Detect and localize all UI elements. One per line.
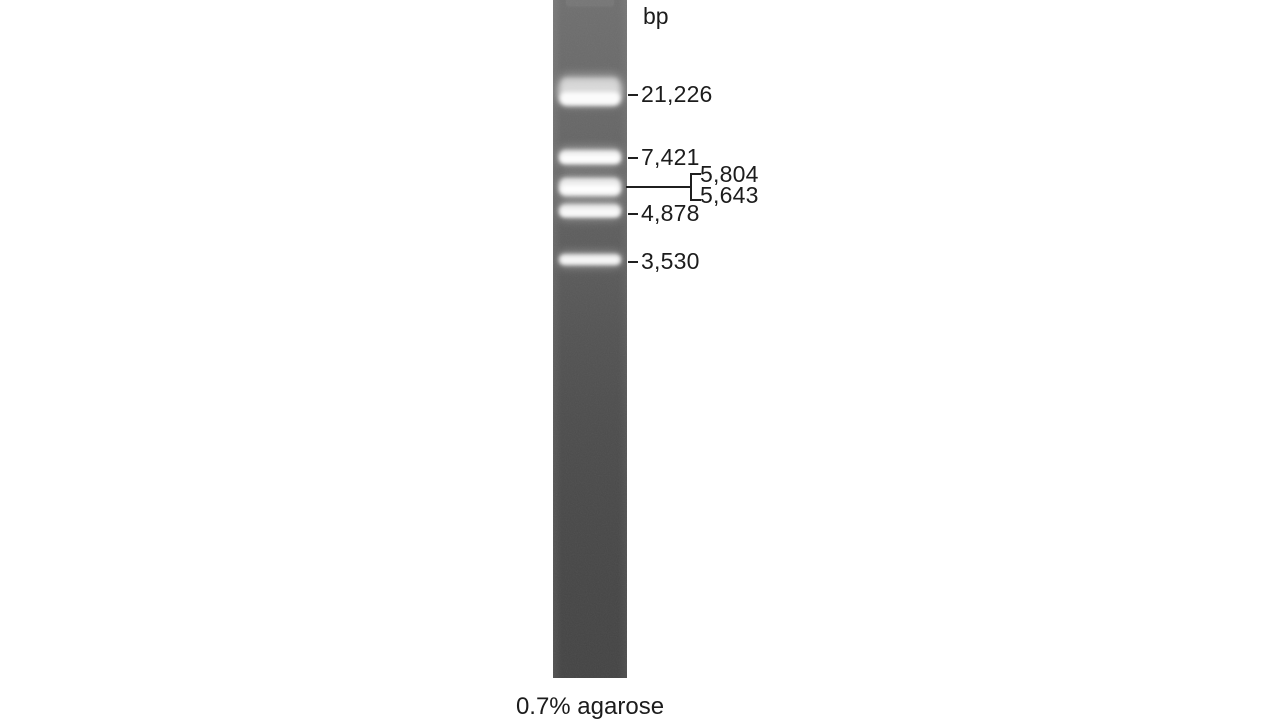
bracket-arm-lower [690,199,701,201]
tick-4878 [628,213,638,215]
ladder-label-5643: 5,643 [700,182,759,208]
gel-well [566,0,614,6]
band-3530 [558,251,622,268]
bp-axis-header: bp [643,3,669,29]
ladder-label-21226: 21,226 [641,81,713,107]
ladder-label-5804: 5,804 [700,161,759,187]
tick-21226 [628,94,638,96]
tick-7421 [628,157,638,159]
gel-lane [553,0,627,678]
bracket-leader-line [626,186,692,188]
tick-3530 [628,261,638,263]
figure-caption: 0.7% agarose [515,693,665,720]
band-5804-5643 [558,175,622,199]
bracket-spine [690,173,692,201]
ladder-label-7421: 7,421 [641,144,700,170]
gel-bands [558,74,622,268]
band-4878 [558,201,622,220]
ladder-label-3530: 3,530 [641,248,700,274]
band-21226 [558,74,622,106]
band-7421 [558,147,622,167]
ladder-label-4878: 4,878 [641,200,700,226]
bracket-arm-upper [690,173,701,175]
